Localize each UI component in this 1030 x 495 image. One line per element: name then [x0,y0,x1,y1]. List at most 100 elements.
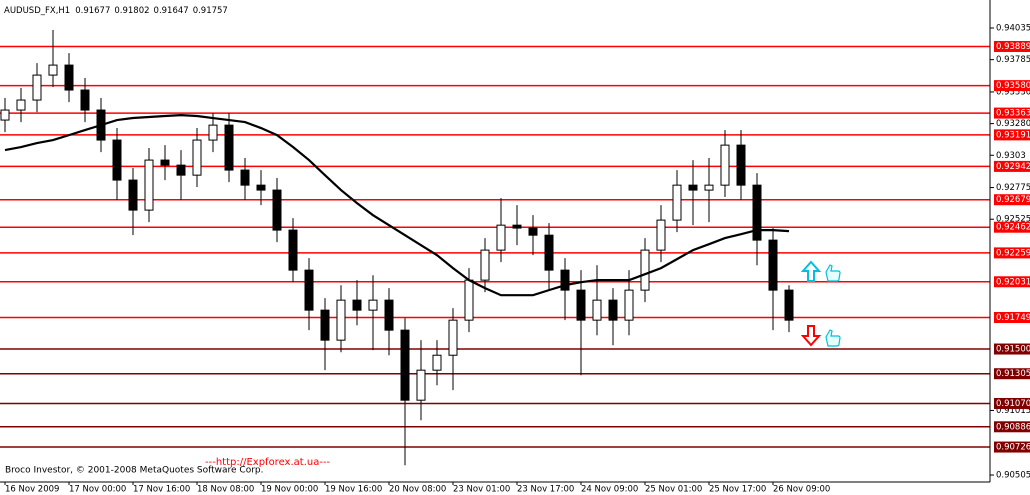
x-tick-label: 17 Nov 00:00 [69,485,126,495]
y-tick-label: 0.90505 [996,471,1030,481]
candle-body [192,139,202,176]
x-tick-label: 23 Nov 01:00 [453,485,510,495]
level-label: 0.93580 [996,81,1030,91]
chart-header: AUDUSD_FX,H1 0.91677 0.91802 0.91647 0.91757 [4,6,228,16]
candle-body [208,124,218,141]
level-label-box [994,40,1030,52]
candle-body [784,289,794,321]
level-label: 0.90726 [996,443,1030,453]
candle-body [736,144,746,186]
candle-body [176,164,186,176]
candle-body [560,269,570,291]
candle-body [464,279,474,321]
candle-body [480,249,490,281]
level-label: 0.92259 [996,248,1030,258]
x-tick-label: 18 Nov 08:00 [197,485,254,495]
watermark: ---http://Expforex.at.ua--- [205,457,331,468]
candle-body [400,329,410,401]
symbol: AUDUSD_FX,H1 [4,6,70,16]
candle-body [320,309,330,341]
level-label-box [994,397,1030,409]
y-tick-label: 0.92525 [996,215,1030,225]
level-label-box [994,368,1030,380]
sell-signal [800,325,841,347]
candle-body [16,99,26,111]
candle-body [512,224,522,229]
level-label-box [994,160,1030,172]
candle-body [496,224,506,251]
level-label: 0.91070 [996,399,1030,409]
y-tick-label: 0.93280 [996,119,1030,129]
candle-body [576,289,586,321]
level-label: 0.93889 [996,42,1030,52]
level-label-box [994,247,1030,259]
y-tick-label: 0.93785 [996,55,1030,65]
candle-body [368,299,378,311]
x-tick-label: 24 Nov 09:00 [581,485,638,495]
candle-body [592,299,602,321]
x-tick-label: 19 Nov 00:00 [261,485,318,495]
x-tick-label: 19 Nov 16:00 [325,485,382,495]
candle-body [624,289,634,321]
last-low: 0.91647 [154,6,189,16]
candle-body [528,227,538,236]
candle-body [768,239,778,291]
candle-body [32,74,42,101]
x-tick-label: 16 Nov 2009 [5,485,59,495]
candle-body [688,184,698,191]
x-tick-label: 23 Nov 17:00 [517,485,574,495]
candle-body [608,299,618,321]
candle-body [64,64,74,91]
candle-body [752,184,762,241]
thumb-icon [825,329,841,347]
x-tick-label: 26 Nov 09:00 [773,485,830,495]
level-label: 0.92462 [996,223,1030,233]
y-tick-label: 0.91015 [996,406,1030,416]
candle-body [256,184,266,191]
levels [0,45,990,448]
copyright: Broco Investor, © 2001-2008 MetaQuotes S… [5,466,264,476]
candle-body [336,299,346,341]
candle-body [720,144,730,186]
y-tick-label: 0.92775 [996,183,1030,193]
last-close: 0.91757 [193,6,228,16]
candle-body [0,109,10,121]
candle-body [128,179,138,211]
x-tick-label: 25 Nov 17:00 [709,485,766,495]
candle-body [272,189,282,231]
x-tick-label: 25 Nov 01:00 [645,485,702,495]
last-open: 0.91677 [75,6,110,16]
candle-body [80,89,90,111]
candle-body [304,269,314,311]
candle-body [416,369,426,401]
moving-average [4,114,790,297]
candle-body [224,124,234,171]
candle-body [160,159,170,166]
last-high: 0.91802 [114,6,149,16]
level-label-box [994,441,1030,453]
candle-body [144,159,154,211]
level-label: 0.93363 [996,109,1030,119]
candle-body [352,299,362,311]
candle-body [384,299,394,331]
x-tick-label: 20 Nov 08:00 [389,485,446,495]
candle-body [544,234,554,271]
candle-body [288,229,298,271]
y-tick-label: 0.93530 [996,87,1030,97]
x-tick-label: 17 Nov 16:00 [133,485,190,495]
level-label-box [994,421,1030,433]
level-label-box [994,129,1030,141]
y-tick-label: 0.94035 [996,23,1030,33]
down-arrow [800,325,822,347]
candle-body [48,64,58,76]
candle-body [112,139,122,181]
thumb-icon [825,264,841,282]
level-label: 0.90886 [996,422,1030,432]
level-label: 0.91500 [996,345,1030,355]
candle-body [656,219,666,251]
level-label-box [994,343,1030,355]
level-label-box [994,194,1030,206]
candle-body [704,184,714,191]
candle-body [640,249,650,291]
